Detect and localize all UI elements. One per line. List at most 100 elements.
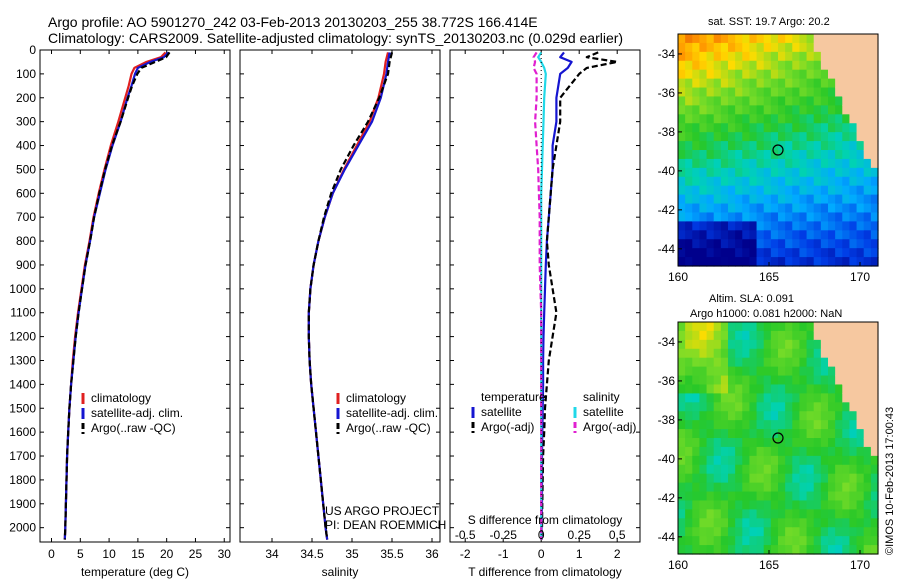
map-cell — [863, 500, 872, 510]
map-cell — [870, 105, 879, 115]
map-cell — [763, 60, 772, 71]
map-cell — [749, 230, 758, 240]
map-cell — [820, 51, 829, 62]
map-cell — [756, 203, 765, 214]
map-cell — [813, 491, 822, 502]
map-cell — [792, 248, 801, 258]
map-cell — [756, 158, 765, 169]
map-cell — [856, 132, 865, 142]
map-cell — [699, 455, 708, 466]
map-cell — [799, 393, 808, 403]
map-cell — [756, 375, 765, 386]
map-cell — [770, 536, 779, 546]
y-tick-label: 1600 — [9, 425, 36, 439]
map-cell — [720, 375, 729, 386]
map-cell — [870, 150, 879, 160]
map-cell — [828, 393, 836, 403]
map-cell — [863, 194, 872, 205]
map-cell — [763, 482, 772, 493]
map-cell — [713, 96, 722, 106]
map-cell — [763, 339, 772, 350]
map-cell — [692, 114, 701, 124]
map-cell — [692, 230, 701, 240]
map-cell — [763, 393, 772, 403]
map-cell — [778, 194, 786, 205]
map-cell — [799, 194, 808, 205]
map-cell — [735, 339, 743, 350]
map-cell — [706, 176, 715, 187]
map-cell — [678, 420, 686, 430]
map-cell — [763, 78, 772, 89]
map-cell — [720, 357, 729, 368]
map-cell — [749, 357, 758, 368]
map-x-tick-label: 160 — [668, 558, 688, 572]
map-cell — [749, 248, 758, 258]
map-cell — [842, 158, 851, 169]
map-cell — [742, 527, 751, 537]
map-cell — [678, 545, 686, 555]
map-cell — [856, 203, 865, 214]
map-cell — [706, 500, 715, 510]
map-cell — [720, 141, 729, 151]
map-cell — [799, 464, 808, 475]
x-tick-label: -2 — [460, 547, 471, 561]
map-cell — [699, 545, 708, 555]
map-cell — [770, 105, 779, 115]
copyright-label: ©IMOS 10-Feb-2013 17:00:43 — [884, 407, 896, 555]
map-cell — [728, 185, 736, 196]
map-cell — [685, 393, 693, 403]
map-cell — [692, 132, 701, 142]
map-cell — [842, 527, 851, 537]
map-cell — [870, 185, 879, 196]
map-cell — [756, 509, 765, 519]
y-tick-label: 0 — [29, 43, 36, 57]
map-cell — [685, 257, 693, 267]
map-cell — [813, 527, 822, 537]
map-cell — [806, 167, 815, 178]
map-x-tick-label: 160 — [668, 270, 688, 284]
legend-label: climatology — [346, 391, 406, 405]
map-cell — [799, 482, 808, 493]
map-cell — [820, 438, 829, 448]
map-cell — [849, 509, 858, 519]
map-cell — [813, 96, 822, 106]
map-cell — [685, 69, 693, 80]
map-cell — [706, 446, 715, 457]
map-cell — [713, 230, 722, 240]
map-cell — [863, 96, 872, 106]
map-cell — [742, 257, 751, 267]
map-cell — [742, 330, 751, 341]
map-cell — [799, 375, 808, 386]
map-cell — [713, 393, 722, 403]
map-cell — [728, 87, 736, 98]
map-cell — [735, 176, 743, 187]
map-cell — [735, 411, 743, 421]
map-cell — [785, 123, 793, 133]
map-cell — [828, 357, 836, 368]
map-cell — [706, 221, 715, 231]
map-cell — [799, 348, 808, 359]
map-cell — [806, 203, 815, 214]
map-cell — [813, 411, 822, 421]
map-cell — [742, 132, 751, 142]
map-cell — [842, 150, 851, 160]
map-cell — [849, 150, 858, 160]
map-cell — [699, 123, 708, 133]
map-cell — [785, 366, 793, 377]
map-cell — [735, 248, 743, 258]
map-cell — [799, 330, 808, 341]
plot-frame — [39, 49, 231, 543]
map-cell — [728, 393, 736, 403]
map-frame — [677, 33, 879, 267]
map-cell — [756, 366, 765, 377]
map-cell — [713, 545, 722, 555]
map-cell — [799, 105, 808, 115]
x-tick-label: 10 — [102, 547, 116, 561]
map-cell — [678, 446, 686, 457]
map-cell — [863, 330, 872, 341]
map-cell — [792, 87, 801, 98]
map-cell — [820, 464, 829, 475]
map-cell — [849, 194, 858, 205]
map-cell — [749, 491, 758, 502]
map-cell — [728, 464, 736, 475]
